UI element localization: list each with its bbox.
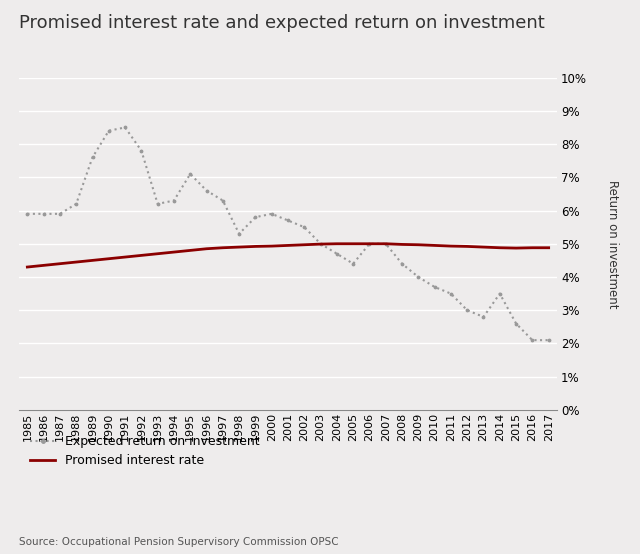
Text: Source: Occupational Pension Supervisory Commission OPSC: Source: Occupational Pension Supervisory… — [19, 537, 339, 547]
Y-axis label: Return on investment: Return on investment — [607, 179, 620, 308]
Legend: Expected return on investment, Promised interest rate: Expected return on investment, Promised … — [26, 430, 265, 473]
Text: Promised interest rate and expected return on investment: Promised interest rate and expected retu… — [19, 14, 545, 32]
